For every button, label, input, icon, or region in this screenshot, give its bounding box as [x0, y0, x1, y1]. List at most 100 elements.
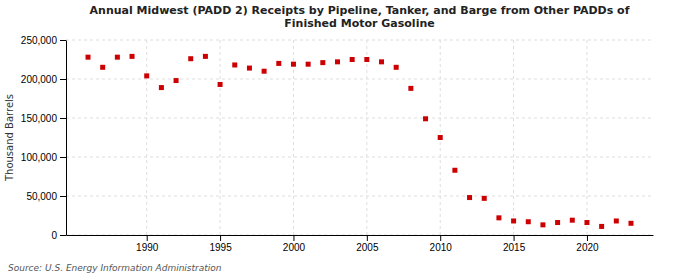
x-grid-line	[146, 40, 147, 235]
y-grid-line	[66, 157, 653, 158]
point	[203, 54, 208, 59]
point	[423, 116, 428, 121]
y-axis-title: Thousand Barrels	[4, 94, 15, 182]
y-tick-label: 200,000	[21, 74, 58, 85]
point	[115, 55, 120, 60]
y-tick: 0	[51, 230, 66, 241]
x-tick: 2010	[430, 235, 453, 253]
x-grid-line	[513, 40, 514, 235]
grid	[66, 40, 653, 235]
point	[291, 62, 296, 67]
point	[496, 215, 501, 220]
title: Annual Midwest (PADD 2) Receipts by Pipe…	[90, 4, 630, 30]
y-tick-mark	[60, 40, 66, 41]
x-tick: 2000	[283, 235, 306, 253]
x-tick-label: 2005	[356, 242, 379, 253]
y-tick: 100,000	[21, 152, 66, 163]
x-tick: 2015	[503, 235, 526, 253]
point	[599, 224, 604, 229]
point	[306, 62, 311, 67]
x-tick: 2020	[576, 235, 599, 253]
y-tick-label: 100,000	[21, 152, 58, 163]
x-grid-line	[366, 40, 367, 235]
point	[144, 73, 149, 78]
x-tick: 2005	[356, 235, 379, 253]
x-grid-line	[586, 40, 587, 235]
x-tick-label: 2015	[503, 242, 526, 253]
point	[408, 86, 413, 91]
point	[364, 57, 369, 62]
y-grid-line	[66, 196, 653, 197]
y-tick-label: 50,000	[26, 191, 57, 202]
x-tick-mark	[587, 235, 588, 241]
point	[584, 220, 589, 225]
x-tick: 1995	[209, 235, 232, 253]
point	[511, 218, 516, 223]
point	[628, 221, 633, 226]
y-tick-label: 0	[51, 230, 57, 241]
point	[262, 69, 267, 74]
x-tick-label: 2020	[576, 242, 599, 253]
y-tick-mark	[60, 79, 66, 80]
x-axis: 1990 1995 2000 2005 2010 2015 2020	[67, 235, 654, 253]
point	[482, 196, 487, 201]
x-tick-mark	[514, 235, 515, 241]
point	[335, 59, 340, 64]
point	[467, 195, 472, 200]
y-grid-line	[66, 118, 653, 119]
y-tick-mark	[60, 196, 66, 197]
points	[86, 54, 634, 229]
x-tick-mark	[147, 235, 148, 241]
y-grid-line	[66, 79, 653, 80]
y-tick: 50,000	[26, 191, 66, 202]
plot-area: 1990 1995 2000 2005 2010 2015 2020 0 50,000 100,0…	[21, 35, 654, 253]
x-tick-label: 2010	[430, 242, 453, 253]
point	[540, 222, 545, 227]
point	[247, 66, 252, 71]
y-axis-line	[66, 41, 67, 236]
x-tick-label: 1990	[136, 242, 159, 253]
y-tick-label: 250,000	[21, 35, 58, 46]
y-tick-mark	[60, 235, 66, 236]
x-axis-line	[67, 235, 654, 236]
point	[379, 59, 384, 64]
y-grid-line	[66, 235, 653, 236]
x-tick: 1990	[136, 235, 159, 253]
source-note: Source: U.S. Energy Information Administ…	[8, 263, 222, 273]
point	[174, 78, 179, 83]
y-tick-mark	[60, 118, 66, 119]
x-grid-line	[220, 40, 221, 235]
point	[438, 135, 443, 140]
point	[320, 60, 325, 65]
y-tick: 150,000	[21, 113, 66, 124]
point	[232, 62, 237, 67]
point	[350, 57, 355, 62]
point	[130, 54, 135, 59]
x-tick-mark	[440, 235, 441, 241]
y-tick: 250,000	[21, 35, 66, 46]
point	[188, 56, 193, 61]
x-tick-label: 1995	[209, 242, 232, 253]
x-tick-label: 2000	[283, 242, 306, 253]
x-grid-line	[293, 40, 294, 235]
x-tick-mark	[367, 235, 368, 241]
x-tick-mark	[220, 235, 221, 241]
point	[218, 82, 223, 87]
y-tick: 200,000	[21, 74, 66, 85]
y-tick-label: 150,000	[21, 113, 58, 124]
chart: 1990 1995 2000 2005 2010 2015 2020 0 50,000 100,0…	[0, 0, 675, 275]
point	[555, 220, 560, 225]
point	[394, 65, 399, 70]
point	[526, 219, 531, 224]
y-tick-mark	[60, 157, 66, 158]
y-grid-line	[66, 40, 653, 41]
y-axis: 0 50,000 100,000 150,000 200,000 250,000	[21, 35, 67, 241]
point	[570, 218, 575, 223]
point	[159, 85, 164, 90]
point	[100, 65, 105, 70]
point	[452, 168, 457, 173]
point	[86, 55, 91, 60]
x-tick-mark	[293, 235, 294, 241]
point	[614, 218, 619, 223]
point	[276, 61, 281, 66]
